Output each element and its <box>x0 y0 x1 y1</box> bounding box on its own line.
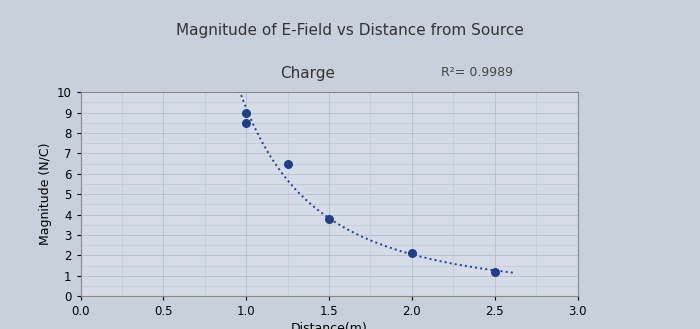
Y-axis label: Magnitude (N/C): Magnitude (N/C) <box>39 143 52 245</box>
Text: Magnitude of E-Field vs Distance from Source: Magnitude of E-Field vs Distance from So… <box>176 23 524 38</box>
Point <box>241 120 252 125</box>
X-axis label: Distance(m): Distance(m) <box>290 322 368 329</box>
Point <box>323 216 335 221</box>
Text: Charge: Charge <box>281 66 335 81</box>
Point <box>241 110 252 115</box>
Text: R²= 0.9989: R²= 0.9989 <box>441 66 513 79</box>
Point <box>406 251 417 256</box>
Point <box>282 161 293 166</box>
Point <box>489 269 500 274</box>
